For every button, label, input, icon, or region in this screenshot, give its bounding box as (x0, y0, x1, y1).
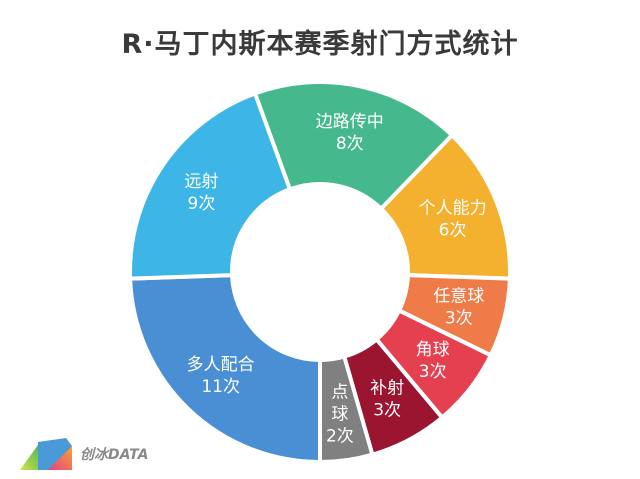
donut-segment-7 (128, 90, 293, 281)
segment-label: 点球 2次 (326, 383, 354, 447)
segment-label: 多人配合 11次 (187, 355, 255, 397)
brand-logo-icon (20, 438, 72, 470)
segment-label: 边路传中 8次 (316, 112, 384, 154)
segment-label: 补射 3次 (370, 378, 404, 420)
donut-segment-6 (128, 273, 322, 465)
segment-label: 远射 9次 (184, 172, 218, 214)
segment-label: 角球 3次 (416, 340, 450, 382)
segment-label: 个人能力 6次 (419, 198, 487, 240)
segment-label: 任意球 3次 (433, 287, 484, 329)
donut-segment-0 (252, 80, 455, 212)
chart-title: R·马丁内斯本赛季射门方式统计 (121, 29, 519, 60)
brand-logo-text: 创冰DATA (80, 447, 149, 463)
